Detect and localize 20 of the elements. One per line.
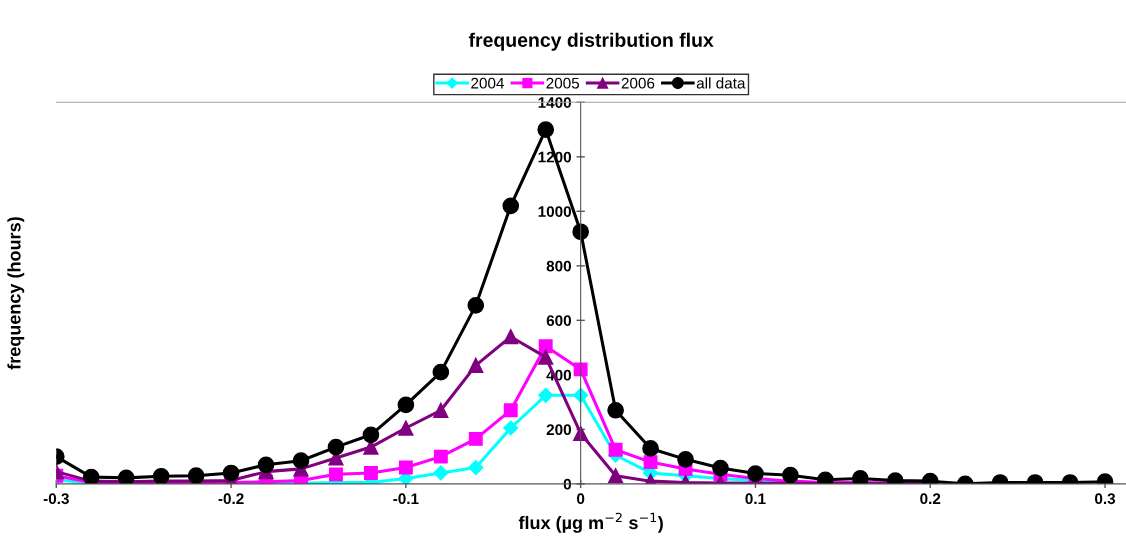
x-tick-label: -0.3 <box>43 493 69 505</box>
legend-label: all data <box>696 77 746 89</box>
x-tick-label: 0.3 <box>1095 493 1116 505</box>
legend-label: 2004 <box>471 77 505 89</box>
legend-label: 2006 <box>621 77 655 89</box>
y-axis-title: frequency (hours) <box>7 217 25 370</box>
x-tick-label: -0.2 <box>218 493 244 505</box>
y-tick-label: 200 <box>546 424 572 436</box>
x-tick-label: 0.2 <box>920 493 941 505</box>
x-tick-label: 0 <box>577 493 585 505</box>
y-tick-label: 0 <box>563 478 572 490</box>
x-tick-label: 0.1 <box>745 493 766 505</box>
x-tick-label: -0.1 <box>393 493 419 505</box>
y-tick-label: 800 <box>546 260 572 272</box>
x-axis-title: flux (µg m$^{−2}$ s$^{−1}$) <box>518 512 663 533</box>
chart-title: frequency distribution flux <box>468 32 714 51</box>
y-tick-label: 1400 <box>538 97 572 108</box>
legend-label: 2005 <box>546 77 580 89</box>
y-tick-label: 600 <box>546 315 572 327</box>
y-tick-label: 1000 <box>538 206 572 218</box>
